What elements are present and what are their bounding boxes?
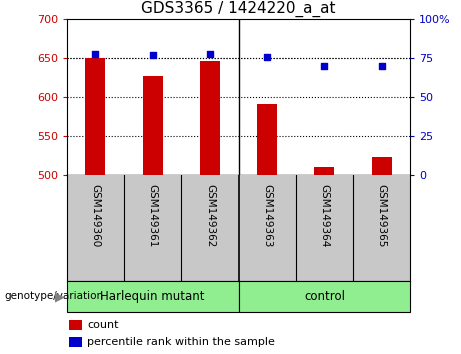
Text: ▶: ▶ xyxy=(55,290,65,303)
Bar xyxy=(314,167,334,175)
Text: percentile rank within the sample: percentile rank within the sample xyxy=(87,337,275,347)
Text: GSM149365: GSM149365 xyxy=(377,184,387,247)
Bar xyxy=(69,320,83,330)
Text: Harlequin mutant: Harlequin mutant xyxy=(100,290,205,303)
Text: GSM149363: GSM149363 xyxy=(262,184,272,247)
Bar xyxy=(143,76,163,175)
Bar xyxy=(69,337,83,347)
Point xyxy=(264,54,271,60)
Bar xyxy=(239,281,410,312)
Text: count: count xyxy=(87,320,119,330)
Text: GSM149364: GSM149364 xyxy=(319,184,330,247)
Bar xyxy=(67,281,239,312)
Bar xyxy=(85,58,106,175)
Bar xyxy=(372,156,392,175)
Text: GSM149361: GSM149361 xyxy=(148,184,158,247)
Text: GSM149360: GSM149360 xyxy=(90,184,100,247)
Text: genotype/variation: genotype/variation xyxy=(5,291,104,302)
Point xyxy=(321,63,328,69)
Bar xyxy=(200,61,220,175)
Text: GSM149362: GSM149362 xyxy=(205,184,215,247)
Point xyxy=(378,63,385,69)
Bar xyxy=(257,104,277,175)
Text: control: control xyxy=(304,290,345,303)
Point xyxy=(149,52,156,58)
Point xyxy=(206,51,213,57)
Title: GDS3365 / 1424220_a_at: GDS3365 / 1424220_a_at xyxy=(142,0,336,17)
Point xyxy=(92,51,99,57)
